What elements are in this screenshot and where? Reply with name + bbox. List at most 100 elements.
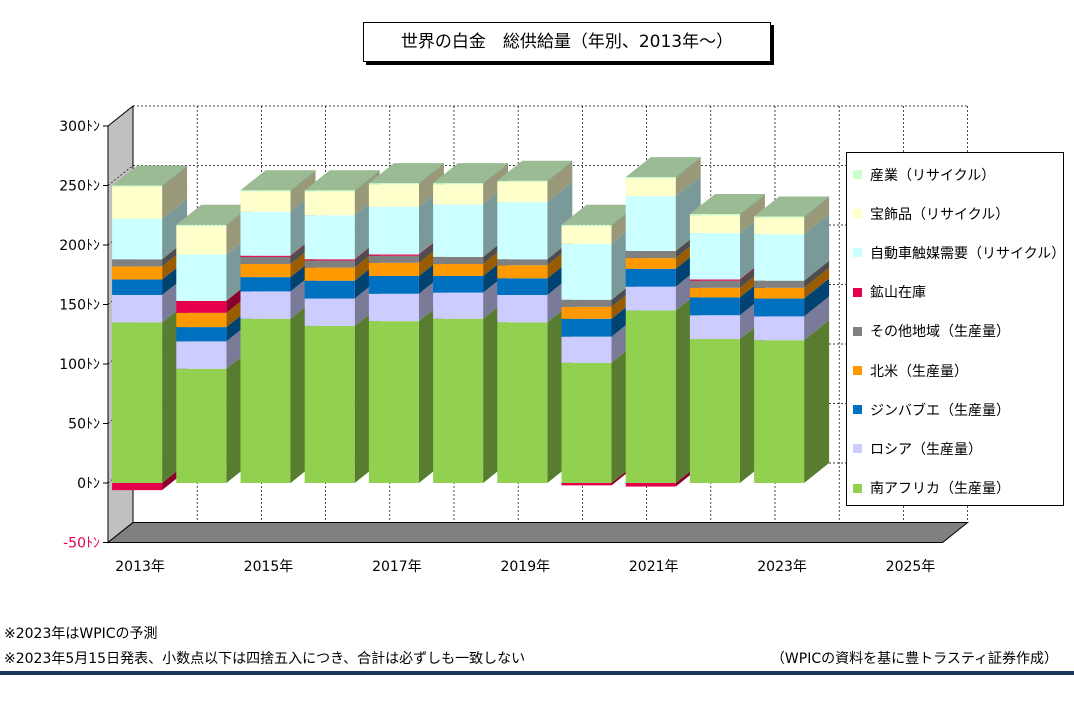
bar-segment <box>754 234 805 281</box>
legend-label: 宝飾品（リサイクル） <box>870 206 1010 223</box>
legend-swatch <box>853 483 862 493</box>
bar-segment <box>112 266 163 280</box>
bar-segment <box>368 184 419 207</box>
y-tick-label: 100ﾄﾝ <box>59 357 100 373</box>
legend: 産業（リサイクル） 宝飾品（リサイクル） 自動車触媒需要（リサイクル） 鉱山在庫 その他… <box>846 152 1066 506</box>
bar-side <box>739 194 765 216</box>
bar-top <box>497 160 573 181</box>
bar-stack <box>497 160 573 483</box>
bar-side <box>162 165 188 187</box>
bar-segment <box>561 362 612 483</box>
bar-segment <box>754 216 805 218</box>
bar-segment <box>176 327 227 342</box>
bar-segment <box>754 340 805 483</box>
bar-segment <box>433 264 484 276</box>
legend-item: その他地域（生産量） <box>847 312 1063 351</box>
bar-side <box>418 163 444 185</box>
legend-item: ジンバブエ（生産量） <box>847 390 1063 429</box>
bar-segment <box>304 215 355 260</box>
bar-segment <box>497 278 548 295</box>
legend-swatch <box>853 170 862 180</box>
legend-swatch <box>853 326 862 336</box>
bar-top <box>112 165 188 186</box>
bar-side <box>804 320 830 483</box>
bar-segment <box>176 225 227 255</box>
bar-segment <box>304 325 355 483</box>
bar-segment <box>368 254 419 256</box>
bar-segment <box>112 218 163 260</box>
bar-segment <box>497 294 548 323</box>
x-tick-label: 2013年 <box>115 559 165 575</box>
y-tick-label: -50ﾄﾝ <box>63 536 100 552</box>
legend-swatch <box>853 444 862 454</box>
bar-top <box>754 196 830 217</box>
source-note: （WPICの資料を基に豊トラスティ証券作成） <box>770 651 1058 667</box>
bar-stack <box>561 204 637 486</box>
y-tick-label: 50ﾄﾝ <box>68 417 100 433</box>
bar-segment <box>240 256 291 265</box>
bar-segment <box>368 293 419 322</box>
bar-segment <box>240 291 291 319</box>
bar-segment <box>625 310 676 483</box>
y-tick-label: 0ﾄﾝ <box>77 476 100 492</box>
side-gridline <box>107 165 134 186</box>
legend-item: 自動車触媒需要（リサイクル） <box>847 233 1066 272</box>
x-tick-label: 2017年 <box>372 559 422 575</box>
bar-top <box>368 163 444 184</box>
bar-segment <box>689 339 740 483</box>
bar-segment <box>368 255 419 263</box>
y-tick-label: 300ﾄﾝ <box>59 119 100 135</box>
bar-segment <box>497 265 548 279</box>
bar-segment <box>433 256 484 265</box>
bar-segment <box>176 254 227 301</box>
bar-segment <box>561 336 612 363</box>
bar-segment <box>112 322 163 483</box>
bar-segment <box>176 300 227 313</box>
bar-segment <box>112 279 163 295</box>
bar-segment <box>304 280 355 299</box>
bar-side <box>547 161 573 203</box>
bar-side <box>675 157 701 179</box>
legend-label: ジンバブエ（生産量） <box>870 402 1010 419</box>
bar-segment <box>240 190 291 192</box>
bar-segment <box>754 316 805 341</box>
legend-item: 北米（生産量） <box>847 351 1063 390</box>
bar-side <box>290 170 316 192</box>
bar-segment <box>625 258 676 269</box>
bar-segment <box>689 287 740 298</box>
x-tick-label: 2025年 <box>886 559 936 575</box>
bar-segment <box>304 267 355 281</box>
bar-segment <box>304 298 355 326</box>
floor <box>106 522 970 543</box>
side-gridline <box>107 522 134 543</box>
bar-side <box>547 160 573 182</box>
legend-swatch <box>853 209 862 219</box>
bar-segment <box>497 202 548 260</box>
x-axis-ticks: 2013年 2015年 2017年 2019年 2021年 2023年 2025年 <box>115 559 935 575</box>
published-note: ※2023年5月15日発表、小数点以下は四捨五入につき、合計は必ずしも一致しない <box>4 651 526 667</box>
bar-segment <box>112 259 163 267</box>
bar-segment <box>625 286 676 311</box>
bar-segment <box>304 259 355 261</box>
bar-side <box>675 158 701 197</box>
bar-segment <box>754 287 805 299</box>
bar-segment <box>112 185 163 187</box>
bars <box>112 157 830 491</box>
bar-segment <box>689 315 740 340</box>
legend-swatch <box>853 405 862 415</box>
bar-segment <box>240 318 291 483</box>
legend-swatch <box>853 248 862 258</box>
legend-label: 自動車触媒需要（リサイクル） <box>870 245 1066 262</box>
bar-segment <box>368 183 419 185</box>
bar-side <box>162 166 188 219</box>
bar-top <box>304 170 380 191</box>
bar-side <box>418 164 444 207</box>
bar-stack <box>240 170 316 483</box>
bar-segment <box>497 259 548 266</box>
bar-segment <box>561 306 612 319</box>
bar-segment <box>754 298 805 317</box>
bar-segment <box>304 190 355 192</box>
x-tick-label: 2019年 <box>500 559 550 575</box>
bar-segment <box>561 483 612 486</box>
